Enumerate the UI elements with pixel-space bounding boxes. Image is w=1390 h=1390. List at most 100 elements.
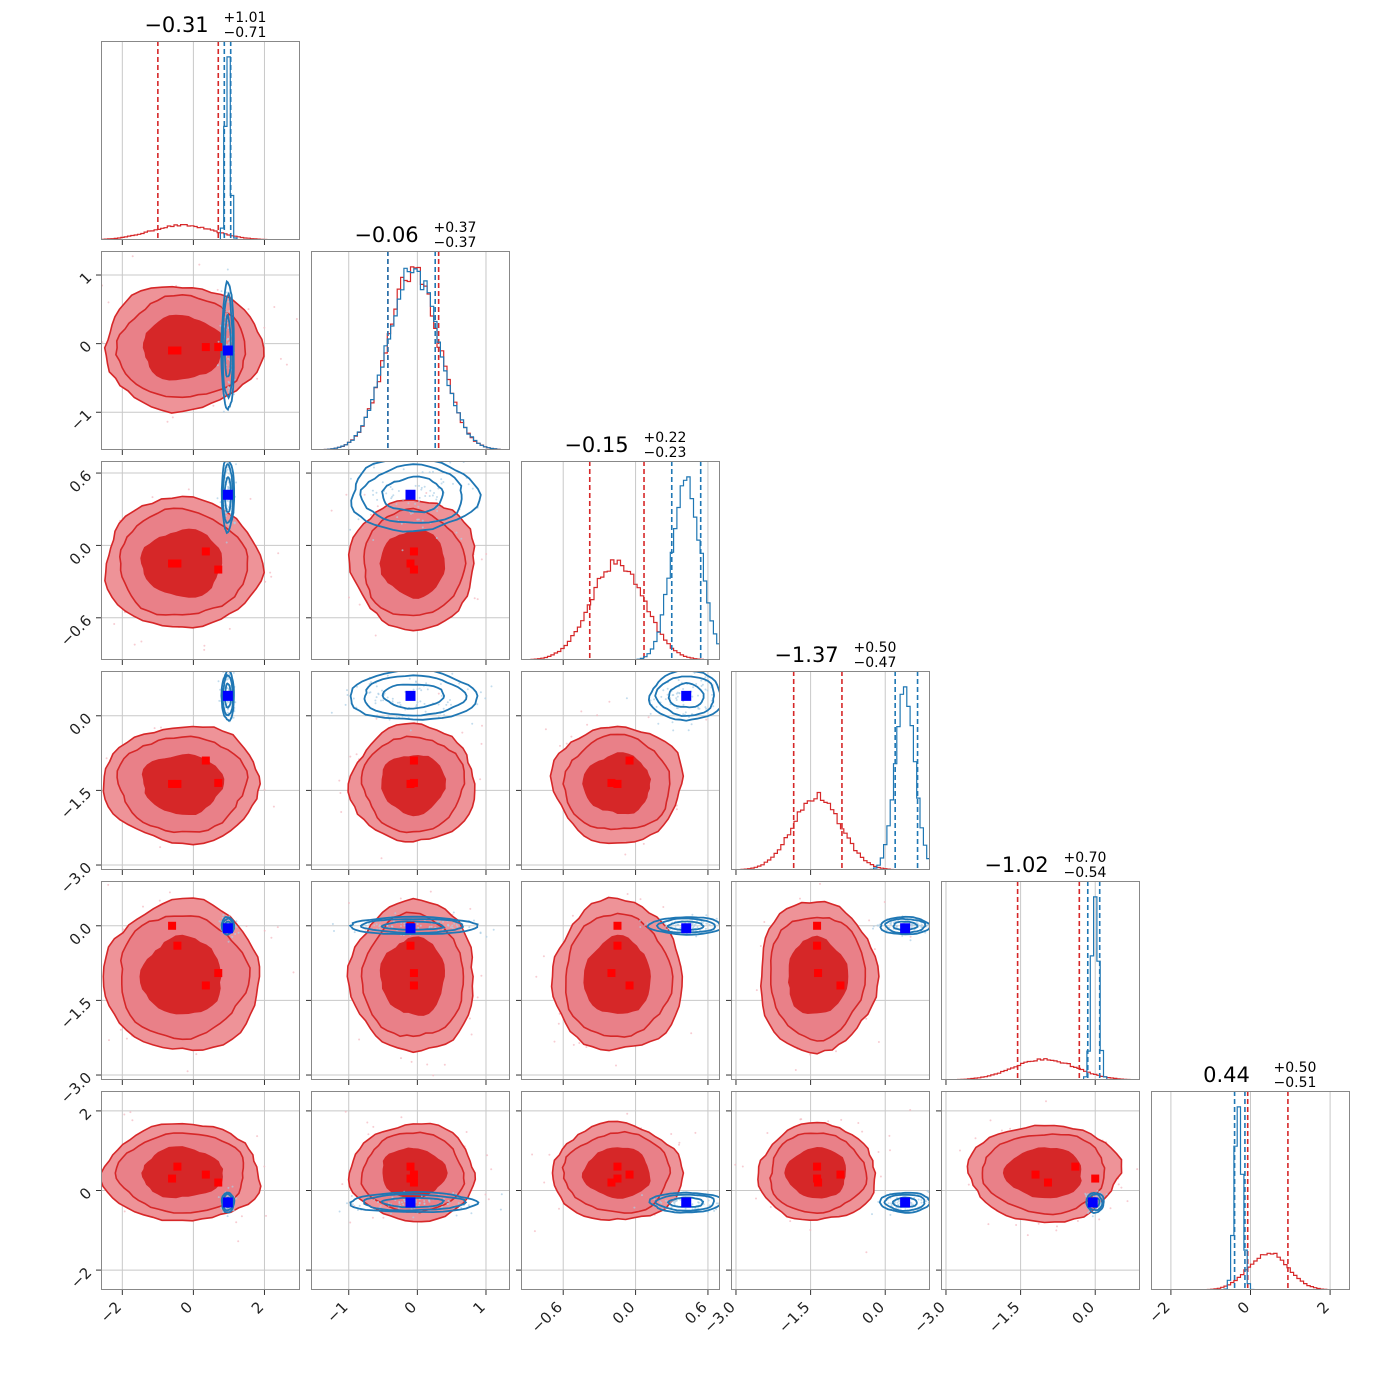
scatter-point xyxy=(107,301,110,304)
truth-marker-red xyxy=(201,981,210,990)
panel-frame xyxy=(101,251,300,450)
scatter-point xyxy=(228,310,231,313)
scatter-point xyxy=(429,890,432,893)
scatter-point xyxy=(695,683,698,685)
y-tick-label: 2 xyxy=(76,1105,95,1124)
scatter-point xyxy=(694,1131,697,1134)
scatter-point xyxy=(442,920,444,923)
panel-title-value: −1.02 xyxy=(984,853,1048,877)
scatter-point xyxy=(904,1208,907,1211)
scatter-point xyxy=(572,1043,575,1046)
scatter-point xyxy=(626,1112,629,1115)
truth-marker-blue xyxy=(222,489,233,500)
scatter-point xyxy=(292,971,295,974)
scatter-point xyxy=(912,1203,915,1206)
scatter-point xyxy=(122,928,125,931)
scatter-point xyxy=(330,711,333,714)
scatter-point xyxy=(105,757,108,760)
scatter-point xyxy=(218,699,221,702)
scatter-point xyxy=(89,310,91,312)
truth-marker-blue xyxy=(900,923,911,934)
panel-frame xyxy=(521,671,720,870)
scatter-point xyxy=(382,699,385,702)
scatter-point xyxy=(766,1132,769,1134)
truth-marker-red xyxy=(214,1178,223,1187)
panel-content xyxy=(101,461,300,660)
histogram-panel-3: −1.37 +0.50−0.47 xyxy=(731,640,930,875)
panel-content xyxy=(731,881,930,1080)
scatter-point xyxy=(237,1240,240,1243)
scatter-point xyxy=(644,924,646,926)
panel-title-plus: +0.50 xyxy=(854,640,897,656)
scatter-point xyxy=(890,1203,893,1206)
scatter-point xyxy=(674,926,677,929)
scatter-point xyxy=(469,907,472,910)
contour-outer xyxy=(220,671,235,722)
scatter-point xyxy=(394,912,397,915)
scatter-point xyxy=(679,926,682,929)
scatter-point xyxy=(920,1201,923,1204)
scatter-point xyxy=(376,1201,379,1203)
scatter-point xyxy=(386,458,388,460)
scatter-point xyxy=(700,685,703,687)
contour-panel-4-3 xyxy=(726,881,930,1085)
truth-marker-red xyxy=(168,1174,177,1183)
x-tick-label: −1.5 xyxy=(775,1298,813,1336)
scatter-point xyxy=(700,679,703,682)
scatter-point xyxy=(717,1202,720,1205)
scatter-point xyxy=(203,644,206,647)
scatter-point xyxy=(827,1120,830,1123)
scatter-point xyxy=(1045,1100,1047,1103)
scatter-point xyxy=(872,927,874,930)
scatter-point xyxy=(452,1192,455,1194)
scatter-point xyxy=(249,497,252,500)
scatter-point xyxy=(428,495,431,497)
scatter-point xyxy=(932,1203,934,1205)
contour-outer xyxy=(348,915,479,936)
scatter-point xyxy=(675,699,678,701)
scatter-point xyxy=(479,778,482,781)
scatter-point xyxy=(518,561,520,563)
scatter-point xyxy=(279,357,282,360)
scatter-point xyxy=(227,940,230,943)
contour-inner xyxy=(892,920,919,931)
panel-content xyxy=(521,881,720,1080)
scatter-point xyxy=(696,926,699,929)
scatter-point xyxy=(678,692,681,695)
panel-content xyxy=(521,1091,720,1290)
truth-marker-red xyxy=(1043,1178,1052,1187)
truth-marker-red xyxy=(409,969,418,978)
scatter-point xyxy=(395,715,398,717)
y-tick-label: −1 xyxy=(67,406,95,434)
scatter-point xyxy=(1085,1193,1087,1196)
contour-inner xyxy=(381,475,444,514)
scatter-point xyxy=(437,487,440,490)
scatter-point xyxy=(675,692,678,695)
scatter-point xyxy=(473,597,476,600)
panel-frame xyxy=(311,671,510,870)
scatter-point xyxy=(375,491,378,494)
contour-outer xyxy=(349,1191,480,1214)
panel-content xyxy=(941,1091,1140,1290)
scatter-point xyxy=(989,1119,992,1122)
panel-frame xyxy=(731,1091,930,1290)
scatter-point xyxy=(451,672,454,675)
scatter-point xyxy=(402,498,405,501)
contour-inner xyxy=(1002,1147,1082,1199)
scatter-point xyxy=(364,924,367,927)
scatter-point xyxy=(358,1038,361,1041)
contour-inner xyxy=(380,920,446,931)
scatter-point xyxy=(119,1028,122,1031)
truth-marker-red xyxy=(168,559,177,568)
scatter-point xyxy=(470,1212,473,1215)
scatter-point xyxy=(338,779,341,782)
panel-content xyxy=(101,41,300,240)
scatter-point xyxy=(485,935,488,938)
scatter-point xyxy=(925,1200,928,1203)
scatter-point xyxy=(625,697,628,700)
contour-outer xyxy=(646,916,720,936)
scatter-point xyxy=(585,1046,588,1048)
contour-outer xyxy=(878,1191,930,1214)
panel-title-plus: +1.01 xyxy=(224,10,267,26)
scatter-point xyxy=(889,922,892,925)
